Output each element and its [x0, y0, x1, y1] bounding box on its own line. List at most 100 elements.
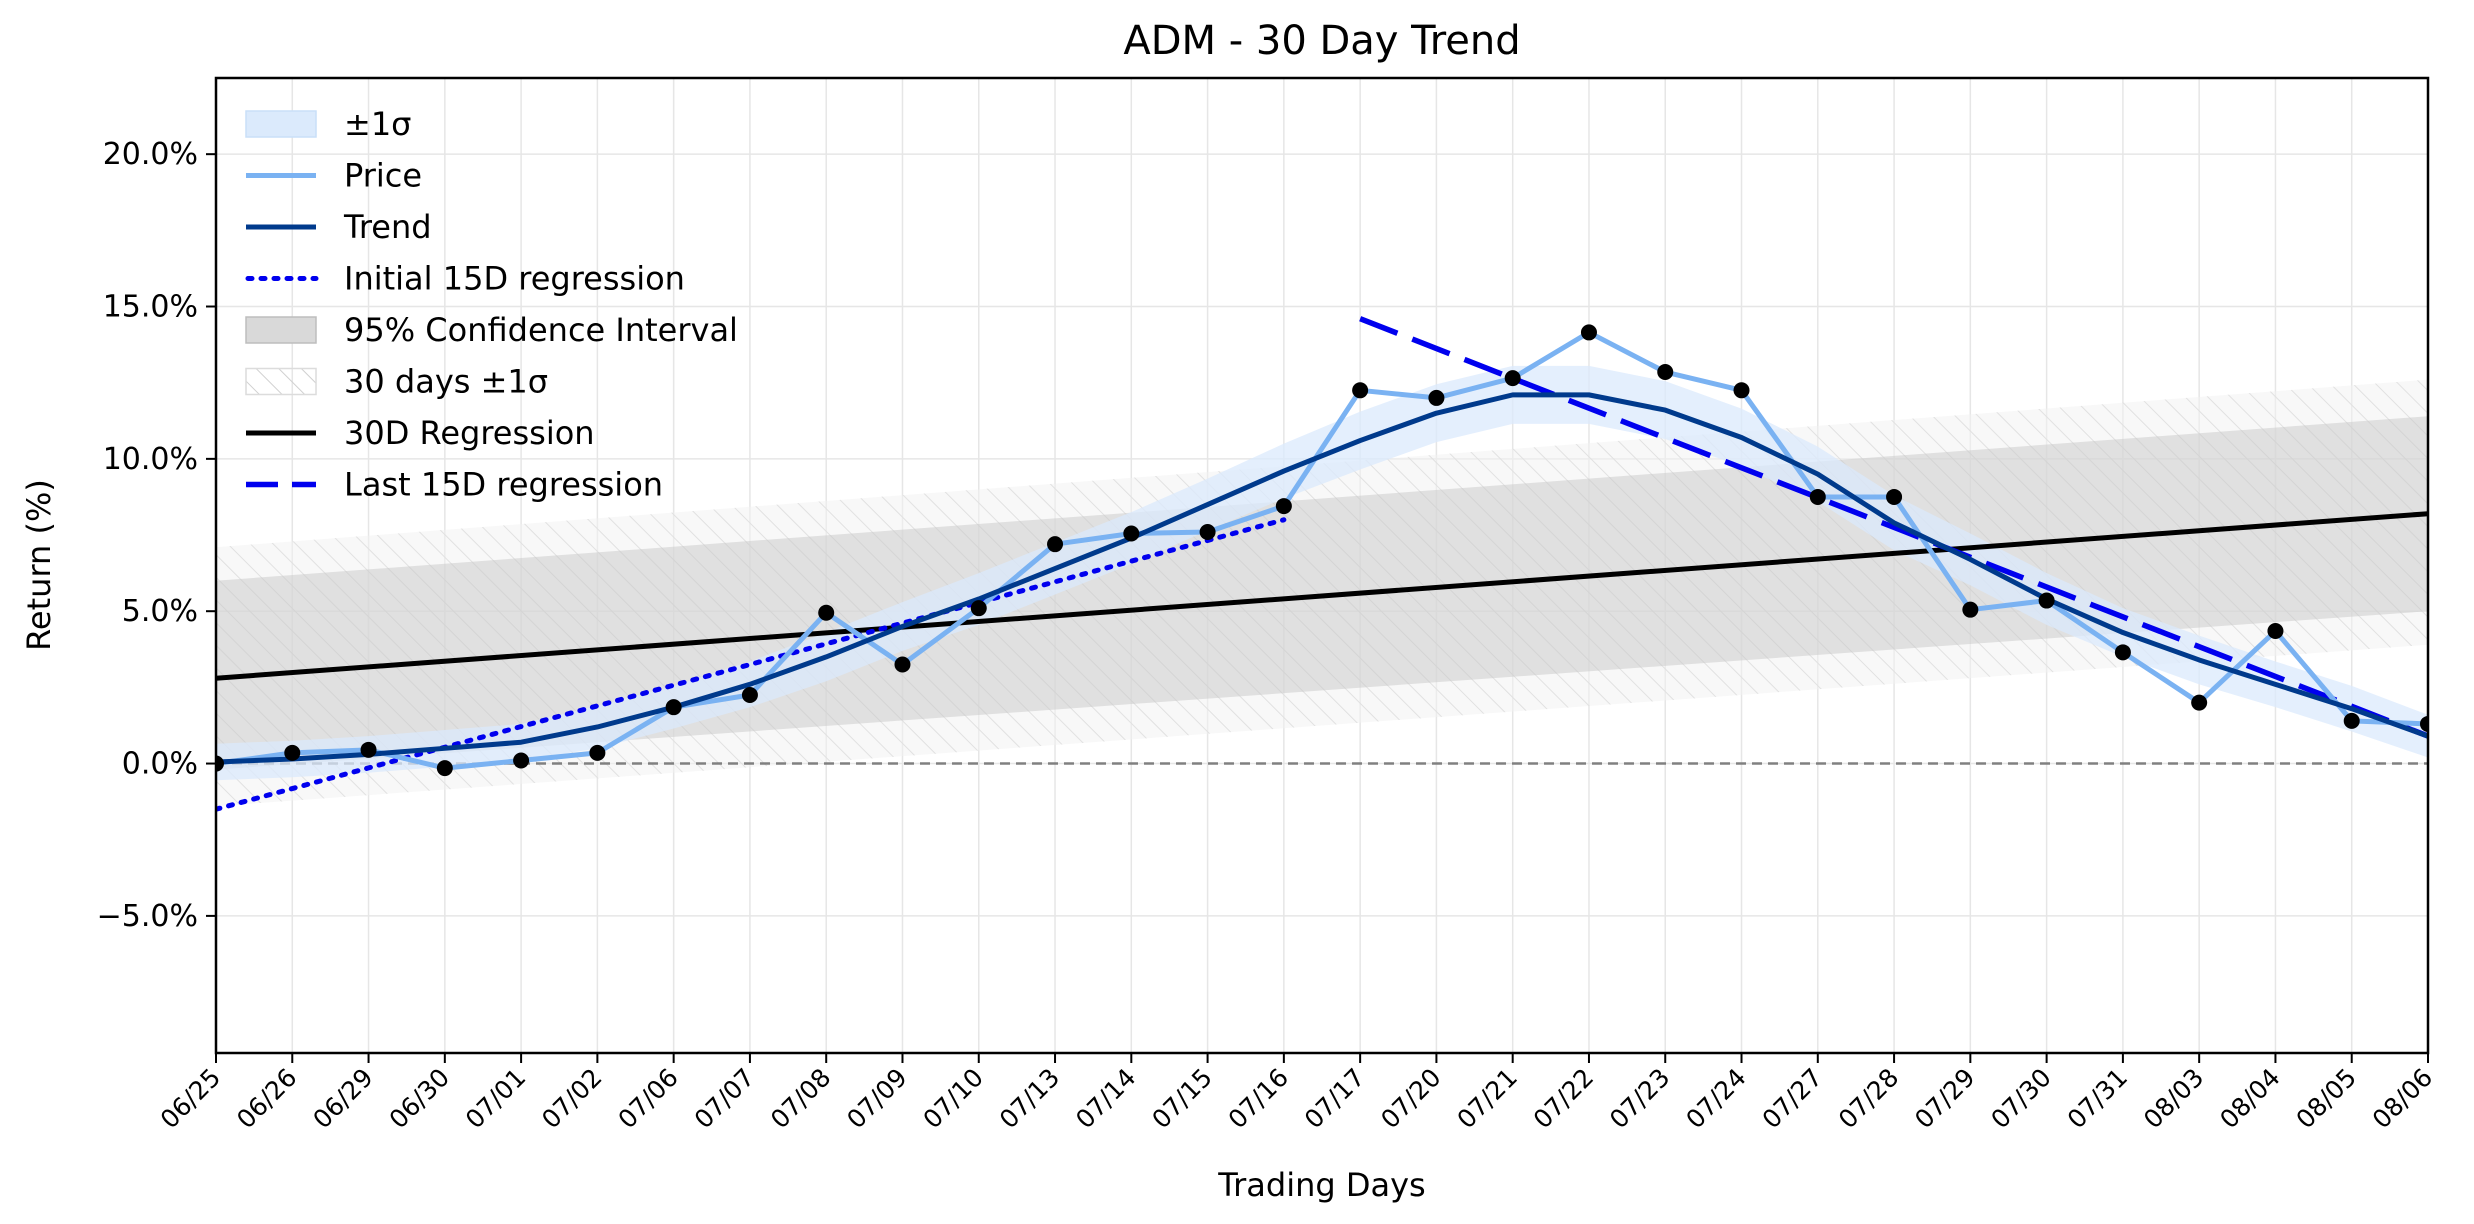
legend-entry-trend: Trend — [246, 208, 432, 246]
price-point-07/15 — [1199, 523, 1216, 540]
x-tick-label-18: 07/22 — [1528, 1063, 1599, 1134]
x-tick-label-16: 07/20 — [1375, 1063, 1446, 1134]
initial-15d-regression-line — [216, 517, 1287, 812]
price-point-07/23 — [1657, 364, 1674, 381]
price-point-07/07 — [741, 686, 758, 703]
x-tick-label-14: 07/16 — [1223, 1063, 1294, 1134]
x-tick-label-26: 08/03 — [2138, 1063, 2209, 1134]
price-point-07/21 — [1504, 370, 1521, 387]
last-15d-regression-line — [1359, 316, 2428, 739]
x-tick-label-9: 07/09 — [841, 1063, 912, 1134]
legend-entry-price: Price — [246, 157, 422, 195]
x-tick-label-22: 07/28 — [1833, 1063, 1904, 1134]
thirty-day-regression-line — [216, 511, 2428, 681]
price-point-06/25 — [216, 755, 224, 772]
legend-label-trend: Trend — [343, 208, 432, 246]
x-tick-label-3: 06/30 — [384, 1063, 455, 1134]
x-tick-label-17: 07/21 — [1451, 1063, 1522, 1134]
price-point-06/26 — [284, 744, 301, 761]
price-point-07/31 — [2114, 644, 2131, 661]
x-tick-label-6: 07/06 — [612, 1063, 683, 1134]
x-tick-label-24: 07/30 — [1985, 1063, 2056, 1134]
y-tick-label-5: 20.0% — [103, 137, 198, 172]
price-point-08/06 — [2420, 715, 2428, 732]
legend-swatch-ci — [245, 316, 317, 344]
legend-label-sigma: ±1σ — [344, 105, 411, 143]
price-point-07/22 — [1580, 324, 1597, 341]
price-point-08/05 — [2343, 712, 2360, 729]
price-point-06/30 — [436, 760, 453, 777]
x-tick-label-5: 07/02 — [536, 1063, 607, 1134]
legend-swatch-band30 — [245, 367, 317, 396]
price-point-07/30 — [2038, 592, 2055, 609]
x-tick-label-0: 06/25 — [155, 1063, 226, 1134]
x-axis-label: Trading Days — [1217, 1166, 1425, 1204]
legend-entry-ci: 95% Confidence Interval — [245, 311, 738, 349]
price-point-07/17 — [1352, 382, 1369, 399]
legend-entry-sigma: ±1σ — [245, 105, 411, 143]
x-tick-label-28: 08/05 — [2291, 1063, 2362, 1134]
price-markers — [216, 324, 2428, 777]
x-axis-ticks: 06/25 06/26 06/29 06/30 07/01 07/02 07/06 07/07… — [155, 1053, 2438, 1134]
price-point-07/14 — [1123, 525, 1140, 542]
legend-label-initial: Initial 15D regression — [344, 260, 685, 298]
x-tick-label-7: 07/07 — [689, 1063, 760, 1134]
price-point-07/09 — [894, 656, 911, 673]
price-point-07/02 — [589, 744, 606, 761]
legend-label-price: Price — [344, 157, 422, 195]
x-tick-label-11: 07/13 — [994, 1063, 1065, 1134]
price-point-07/20 — [1428, 389, 1445, 406]
x-tick-label-25: 07/31 — [2062, 1063, 2133, 1134]
y-axis-ticks: −5.0% 0.0% 5.0% 10.0% 15.0% 20.0% — [97, 137, 216, 934]
x-tick-label-8: 07/08 — [765, 1063, 836, 1134]
y-tick-label-1: 0.0% — [122, 747, 198, 782]
x-tick-label-13: 07/15 — [1146, 1063, 1217, 1134]
y-tick-label-2: 5.0% — [122, 594, 198, 629]
legend-entry-initial: Initial 15D regression — [245, 260, 685, 298]
legend-label-last: Last 15D regression — [344, 466, 663, 504]
price-point-07/29 — [1962, 601, 1979, 618]
legend-entry-reg30: 30D Regression — [246, 414, 595, 452]
y-axis-label: Return (%) — [20, 479, 58, 651]
price-point-07/28 — [1886, 488, 1903, 505]
price-point-07/01 — [513, 752, 530, 769]
x-tick-label-4: 07/01 — [460, 1063, 531, 1134]
legend-label-ci: 95% Confidence Interval — [344, 311, 738, 349]
price-point-07/24 — [1733, 382, 1750, 399]
y-tick-label-0: −5.0% — [97, 899, 198, 934]
x-tick-label-21: 07/27 — [1757, 1063, 1828, 1134]
price-point-07/27 — [1809, 488, 1826, 505]
plot-frame — [214, 76, 2430, 1055]
legend-entry-last: Last 15D regression — [246, 466, 663, 504]
x-tick-label-12: 07/14 — [1070, 1063, 1141, 1134]
x-tick-label-29: 08/06 — [2367, 1063, 2438, 1134]
price-point-07/13 — [1047, 536, 1064, 553]
y-tick-label-3: 10.0% — [103, 442, 198, 477]
legend-label-band30: 30 days ±1σ — [344, 363, 548, 401]
x-tick-label-27: 08/04 — [2214, 1063, 2285, 1134]
x-tick-label-2: 06/29 — [307, 1063, 378, 1134]
x-tick-label-20: 07/24 — [1680, 1063, 1751, 1134]
chart-title: ADM - 30 Day Trend — [1123, 18, 1520, 64]
plot-layers — [216, 316, 2428, 812]
y-tick-label-4: 15.0% — [103, 290, 198, 325]
price-point-07/06 — [665, 699, 682, 716]
price-series-line — [216, 329, 2428, 771]
legend-entry-band30: 30 days ±1σ — [245, 363, 548, 401]
x-tick-label-10: 07/10 — [918, 1063, 989, 1134]
price-point-07/16 — [1275, 498, 1292, 515]
price-point-08/04 — [2267, 623, 2284, 640]
legend-label-reg30: 30D Regression — [344, 414, 595, 452]
legend-swatch-sigma — [245, 110, 317, 138]
price-point-07/10 — [970, 600, 987, 617]
x-tick-label-1: 06/26 — [231, 1063, 302, 1134]
x-tick-label-19: 07/23 — [1604, 1063, 1675, 1134]
price-point-07/08 — [818, 604, 835, 621]
price-point-06/29 — [360, 741, 377, 758]
trend-series-line — [216, 392, 2428, 765]
x-tick-label-23: 07/29 — [1909, 1063, 1980, 1134]
price-point-08/03 — [2191, 694, 2208, 711]
x-tick-label-15: 07/17 — [1299, 1063, 1370, 1134]
legend: ±1σ Price Trend Initial 15D regression 95% C… — [245, 105, 738, 504]
